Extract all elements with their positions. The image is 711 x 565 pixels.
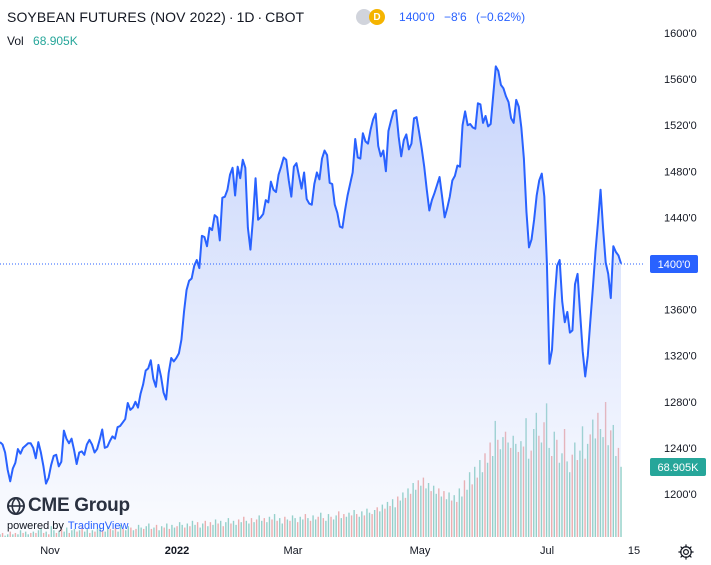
x-tick-label: Jul xyxy=(540,545,554,557)
y-tick-label: 1320'0 xyxy=(664,351,697,363)
y-tick-label: 1520'0 xyxy=(664,120,697,132)
powered-by[interactable]: powered by TradingView xyxy=(7,520,128,532)
y-tick-label: 1200'0 xyxy=(664,489,697,501)
price-line xyxy=(0,65,622,485)
delayed-data-badge[interactable]: D xyxy=(369,9,386,25)
x-tick-label: May xyxy=(410,545,431,557)
cme-globe-icon xyxy=(7,496,25,516)
volume-label-bg xyxy=(650,458,706,476)
y-tick-label: 1440'0 xyxy=(664,212,697,224)
gear-icon[interactable] xyxy=(677,543,695,561)
last-price-label: 1400'0 xyxy=(658,259,691,271)
volume-value: 68.905K xyxy=(33,34,78,48)
timeframe-label[interactable]: 1D xyxy=(236,9,255,25)
x-tick-label: Nov xyxy=(40,545,60,557)
exchange-label: CBOT xyxy=(265,9,305,25)
y-tick-label: 1360'0 xyxy=(664,305,697,317)
y-tick-label: 1480'0 xyxy=(664,166,697,178)
title-separator: · xyxy=(228,9,234,25)
status-badges[interactable]: D xyxy=(356,9,386,25)
x-tick-label: 15 xyxy=(628,545,640,557)
price-area-fill xyxy=(0,66,621,538)
cme-logo[interactable]: CME Group xyxy=(6,495,130,517)
chart-header: SOYBEAN FUTURES (NOV 2022) · 1D · CBOT D… xyxy=(7,7,531,27)
y-tick-label: 1280'0 xyxy=(664,397,697,409)
last-price-label-bg xyxy=(650,255,698,273)
change-value: −8'6 xyxy=(444,10,467,24)
volume-legend[interactable]: Vol 68.905K xyxy=(7,34,78,48)
quote-readout: 1400'0 −8'6 (−0.62%) xyxy=(399,10,531,24)
time-axis[interactable]: Nov 2022 Mar May Jul 15 xyxy=(40,545,640,557)
volume-label: Vol xyxy=(7,34,24,48)
y-tick-label: 1600'0 xyxy=(664,28,697,40)
powered-by-label: powered by xyxy=(7,520,64,532)
last-price-value: 1400'0 xyxy=(399,10,435,24)
title-separator-2: · xyxy=(257,9,263,25)
logo-text: CME Group xyxy=(28,495,130,516)
market-status-icon[interactable] xyxy=(356,9,373,25)
change-percent: (−0.62%) xyxy=(476,10,526,24)
price-axis[interactable]: 1600'0 1560'0 1520'0 1480'0 1440'0 1360'0 1320… xyxy=(664,28,697,501)
y-tick-label: 1560'0 xyxy=(664,74,697,86)
symbol-title[interactable]: SOYBEAN FUTURES (NOV 2022) xyxy=(7,9,226,25)
volume-axis-label: 68.905K xyxy=(658,462,700,474)
x-tick-label: 2022 xyxy=(165,545,189,557)
y-tick-label: 1240'0 xyxy=(664,443,697,455)
provider-link[interactable]: TradingView xyxy=(67,520,129,532)
x-tick-label: Mar xyxy=(284,545,303,557)
